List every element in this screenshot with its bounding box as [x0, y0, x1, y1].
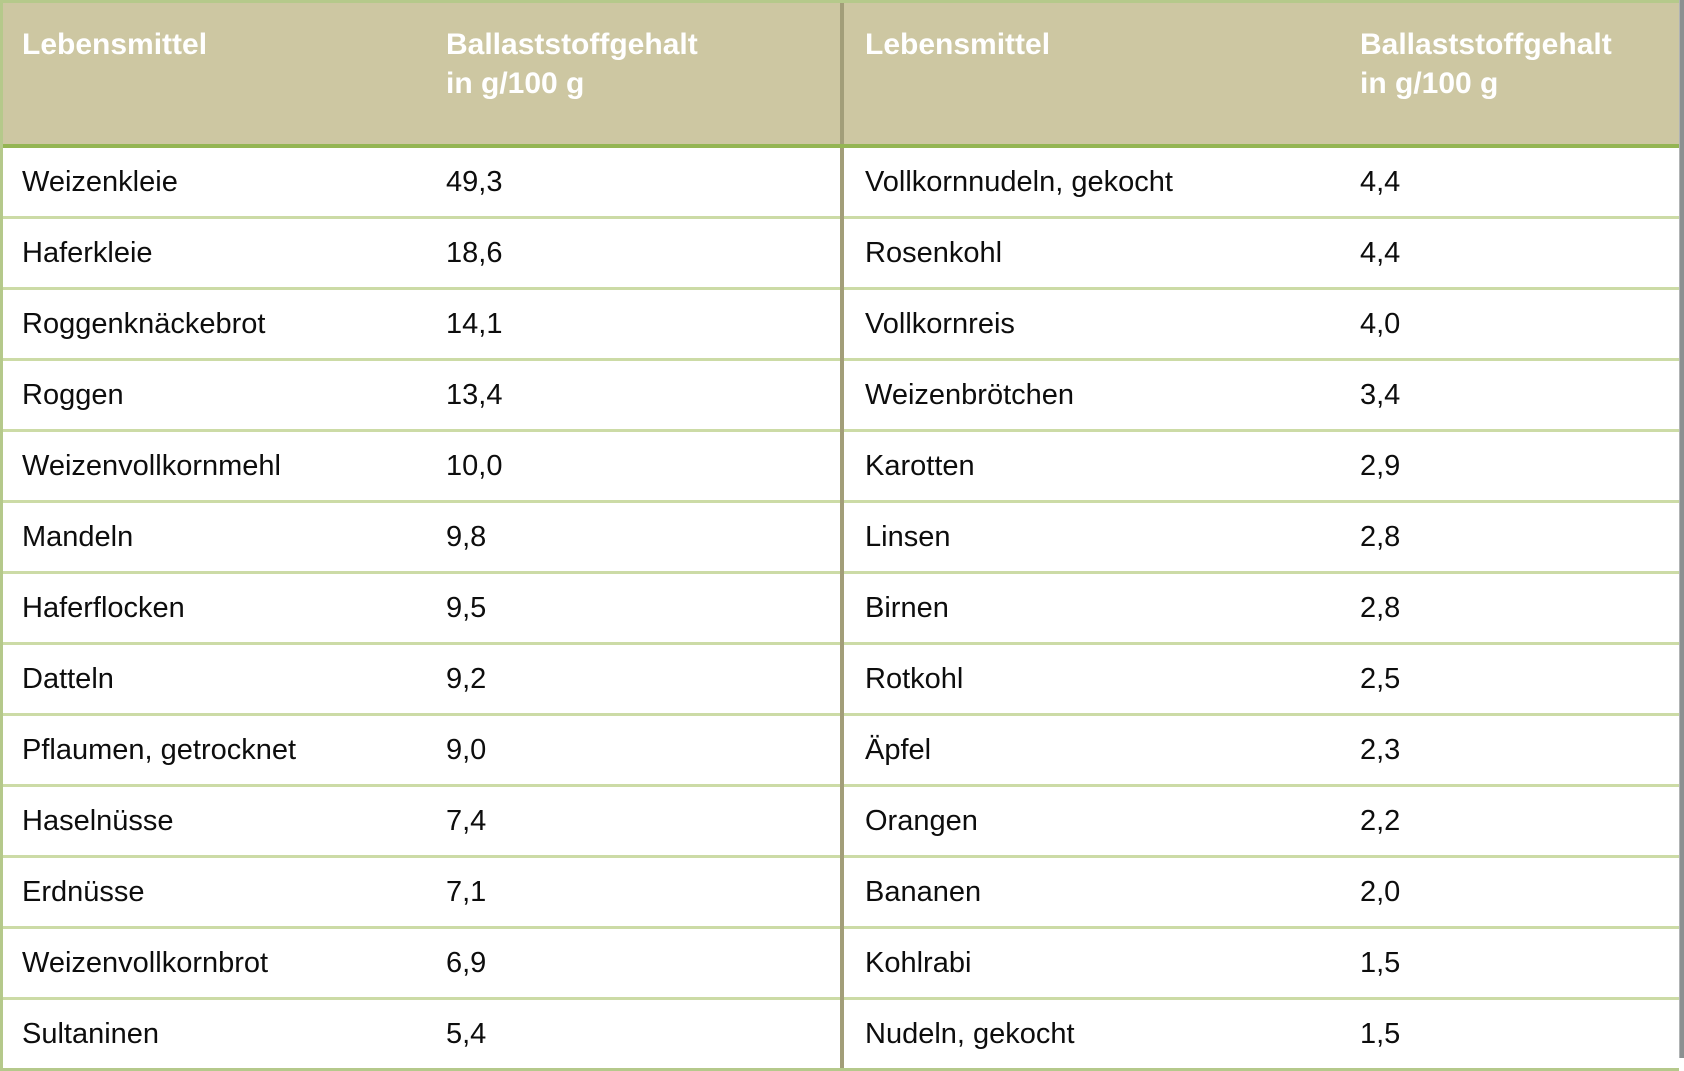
food-name-cell: Äpfel	[842, 713, 1360, 786]
fiber-value-cell: 9,5	[446, 571, 840, 644]
table-row: Haferflocken 9,5	[3, 571, 840, 644]
fiber-value-cell: 18,6	[446, 216, 840, 289]
fiber-value-cell: 9,2	[446, 642, 840, 715]
food-name-cell: Mandeln	[3, 500, 446, 573]
table-row: Nudeln, gekocht 1,5	[842, 997, 1684, 1068]
food-name-cell: Haselnüsse	[3, 784, 446, 857]
fiber-value-cell: 4,4	[1360, 216, 1684, 289]
food-name-cell: Sultaninen	[3, 997, 446, 1068]
table-row: Weizenkleie 49,3	[3, 146, 840, 218]
fiber-value-cell: 6,9	[446, 926, 840, 999]
table-row: Haselnüsse 7,4	[3, 784, 840, 857]
fiber-value-cell: 2,9	[1360, 429, 1684, 502]
food-name-cell: Datteln	[3, 642, 446, 715]
fiber-value-cell: 2,3	[1360, 713, 1684, 786]
fiber-value-cell: 2,8	[1360, 500, 1684, 573]
food-name-cell: Haferflocken	[3, 571, 446, 644]
fiber-value-cell: 1,5	[1360, 997, 1684, 1068]
fiber-value-cell: 5,4	[446, 997, 840, 1068]
food-name-cell: Linsen	[842, 500, 1360, 573]
fiber-table-left: Lebensmittel Ballaststoffgehalt in g/100…	[3, 3, 840, 1068]
table-row: Erdnüsse 7,1	[3, 855, 840, 928]
food-name-cell: Weizenvollkornbrot	[3, 926, 446, 999]
food-name-cell: Kohlrabi	[842, 926, 1360, 999]
fiber-value-cell: 3,4	[1360, 358, 1684, 431]
window-edge	[1679, 0, 1684, 1058]
fiber-value-cell: 2,0	[1360, 855, 1684, 928]
table-row: Vollkornreis 4,0	[842, 287, 1684, 360]
table-row: Bananen 2,0	[842, 855, 1684, 928]
table-row: Kohlrabi 1,5	[842, 926, 1684, 999]
fiber-value-cell: 9,8	[446, 500, 840, 573]
table-row: Rotkohl 2,5	[842, 642, 1684, 715]
column-header-fiber-line1: Ballaststoffgehalt	[446, 28, 698, 61]
table-row: Pflaumen, getrocknet 9,0	[3, 713, 840, 786]
fiber-value-cell: 1,5	[1360, 926, 1684, 999]
food-name-cell: Pflaumen, getrocknet	[3, 713, 446, 786]
fiber-value-cell: 14,1	[446, 287, 840, 360]
table-row: Vollkornnudeln, gekocht 4,4	[842, 146, 1684, 218]
food-name-cell: Weizenvollkornmehl	[3, 429, 446, 502]
table-row: Mandeln 9,8	[3, 500, 840, 573]
table-row: Äpfel 2,3	[842, 713, 1684, 786]
food-name-cell: Birnen	[842, 571, 1360, 644]
fiber-value-cell: 7,4	[446, 784, 840, 857]
fiber-value-cell: 7,1	[446, 855, 840, 928]
fiber-value-cell: 10,0	[446, 429, 840, 502]
column-header-food-left: Lebensmittel	[3, 3, 446, 148]
table-row: Haferkleie 18,6	[3, 216, 840, 289]
table-row: Birnen 2,8	[842, 571, 1684, 644]
table-row: Weizenvollkornmehl 10,0	[3, 429, 840, 502]
column-header-fiber-line1: Ballaststoffgehalt	[1360, 28, 1612, 61]
food-name-cell: Weizenbrötchen	[842, 358, 1360, 431]
food-name-cell: Roggenknäckebrot	[3, 287, 446, 360]
fiber-value-cell: 49,3	[446, 146, 840, 218]
table-row: Sultaninen 5,4	[3, 997, 840, 1068]
table-row: Datteln 9,2	[3, 642, 840, 715]
food-name-cell: Orangen	[842, 784, 1360, 857]
table-row: Roggen 13,4	[3, 358, 840, 431]
table-row: Rosenkohl 4,4	[842, 216, 1684, 289]
table-row: Weizenbrötchen 3,4	[842, 358, 1684, 431]
column-header-fiber-right: Ballaststoffgehalt in g/100 g	[1360, 3, 1684, 148]
fiber-value-cell: 9,0	[446, 713, 840, 786]
header-row: Lebensmittel Ballaststoffgehalt in g/100…	[842, 3, 1684, 148]
fiber-value-cell: 2,8	[1360, 571, 1684, 644]
table-row: Roggenknäckebrot 14,1	[3, 287, 840, 360]
fiber-value-cell: 4,0	[1360, 287, 1684, 360]
food-name-cell: Karotten	[842, 429, 1360, 502]
fiber-value-cell: 13,4	[446, 358, 840, 431]
fiber-table-right: Lebensmittel Ballaststoffgehalt in g/100…	[840, 3, 1684, 1068]
food-name-cell: Roggen	[3, 358, 446, 431]
food-name-cell: Rosenkohl	[842, 216, 1360, 289]
table-row: Linsen 2,8	[842, 500, 1684, 573]
food-name-cell: Rotkohl	[842, 642, 1360, 715]
food-name-cell: Haferkleie	[3, 216, 446, 289]
table-row: Karotten 2,9	[842, 429, 1684, 502]
table-row: Weizenvollkornbrot 6,9	[3, 926, 840, 999]
fiber-value-cell: 2,2	[1360, 784, 1684, 857]
column-header-food-right: Lebensmittel	[842, 3, 1360, 148]
column-header-fiber-left: Ballaststoffgehalt in g/100 g	[446, 3, 840, 148]
header-row: Lebensmittel Ballaststoffgehalt in g/100…	[3, 3, 840, 148]
table-row: Orangen 2,2	[842, 784, 1684, 857]
food-name-cell: Erdnüsse	[3, 855, 446, 928]
food-name-cell: Nudeln, gekocht	[842, 997, 1360, 1068]
food-name-cell: Vollkornnudeln, gekocht	[842, 146, 1360, 218]
column-header-fiber-line2: in g/100 g	[446, 67, 585, 100]
fiber-value-cell: 4,4	[1360, 146, 1684, 218]
fiber-value-cell: 2,5	[1360, 642, 1684, 715]
food-name-cell: Weizenkleie	[3, 146, 446, 218]
food-name-cell: Bananen	[842, 855, 1360, 928]
food-name-cell: Vollkornreis	[842, 287, 1360, 360]
column-header-fiber-line2: in g/100 g	[1360, 67, 1499, 100]
